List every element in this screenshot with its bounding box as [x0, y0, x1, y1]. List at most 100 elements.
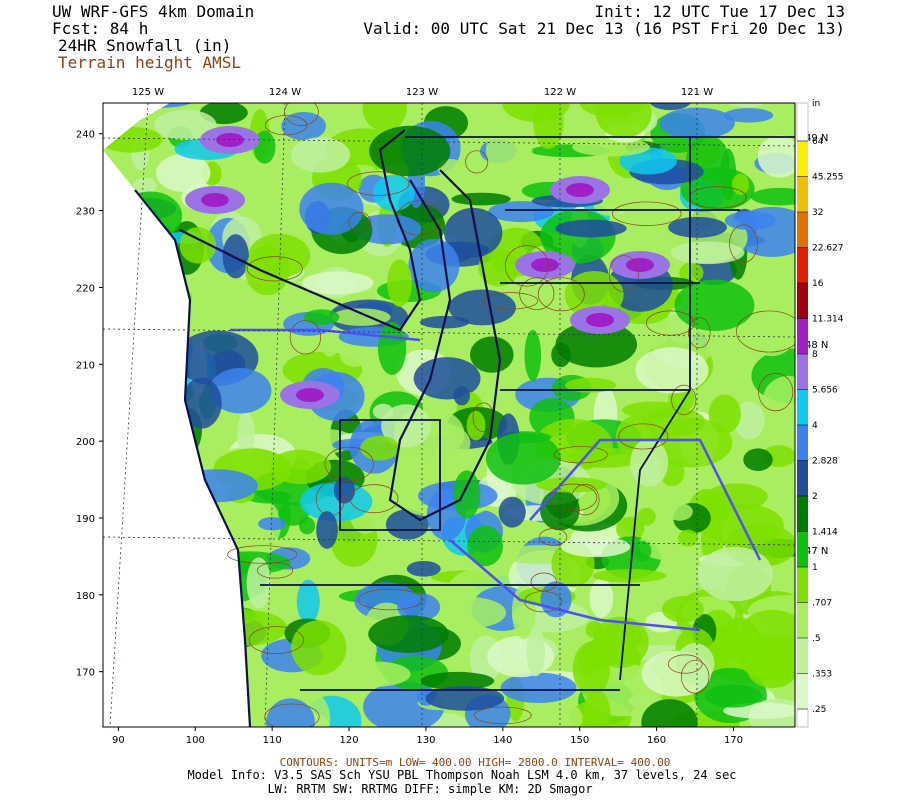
- snow-area: [551, 342, 571, 368]
- ocean: [103, 103, 170, 150]
- colorbar-bin: [797, 176, 808, 212]
- snow-area: [397, 592, 441, 622]
- terrain-contour: [284, 103, 319, 126]
- snow-area: [531, 258, 559, 272]
- terrain-contour: [736, 310, 795, 353]
- x-tick-label: 130: [416, 735, 435, 746]
- terrain-contour: [504, 245, 549, 287]
- terrain-contour: [618, 423, 669, 450]
- snow-area: [339, 342, 370, 367]
- forecast: Fcst: 84 h: [52, 19, 148, 38]
- snow-area: [316, 511, 338, 549]
- latitude-label: 47 N: [805, 546, 828, 557]
- terrain-contour: [348, 212, 372, 233]
- snow-area: [201, 193, 229, 207]
- snow-area: [466, 410, 486, 441]
- snow-area: [369, 125, 451, 177]
- snow-area: [565, 707, 583, 727]
- snow-area: [303, 309, 340, 325]
- colorbar-label: 32: [812, 208, 823, 218]
- terrain-contour: [248, 626, 304, 654]
- snow-area: [258, 517, 286, 531]
- model-info: Model Info: V3.5 SAS Sch YSU PBL Thompso…: [187, 768, 736, 782]
- terrain-contour: [530, 572, 557, 592]
- longitude-label: 124 W: [269, 87, 301, 98]
- snow-area: [377, 321, 407, 375]
- colorbar-bin: [797, 141, 808, 177]
- snow-area: [485, 432, 561, 485]
- terrain-contour: [608, 255, 639, 292]
- snow-area: [724, 211, 776, 231]
- snow-area: [708, 394, 741, 434]
- snow-area: [626, 258, 654, 272]
- colorbar-bin: [797, 567, 808, 603]
- snow-area: [572, 137, 650, 157]
- x-tick-label: 120: [339, 735, 358, 746]
- ocean: [103, 150, 250, 727]
- snow-area: [586, 313, 614, 327]
- snow-area: [736, 645, 795, 664]
- colorbar-bin: [797, 318, 808, 354]
- longitude-label: 125 W: [132, 87, 164, 98]
- longitude-label: 123 W: [406, 87, 438, 98]
- snow-area: [661, 596, 704, 623]
- snow-area: [595, 103, 652, 138]
- snow-area: [420, 671, 495, 691]
- snow-area: [649, 103, 692, 111]
- snow-area: [360, 435, 400, 461]
- snow-area: [296, 388, 324, 402]
- contours-info: CONTOURS: UNITS=m LOW= 400.00 HIGH= 2800…: [280, 756, 671, 769]
- colorbar-bin: [797, 673, 808, 709]
- terrain-contour: [473, 706, 532, 725]
- snow-area: [237, 410, 255, 457]
- latitude-line: [103, 328, 795, 338]
- state-border: [260, 136, 795, 691]
- snow-area: [428, 596, 507, 629]
- snow-area: [372, 174, 415, 212]
- snow-area: [616, 516, 645, 542]
- snow-area: [536, 477, 608, 493]
- terrain-contour: [483, 292, 539, 310]
- colorbar-bin: [797, 354, 808, 390]
- terrain-contour: [688, 317, 711, 349]
- snow-area: [343, 661, 411, 687]
- snow-area: [601, 620, 643, 652]
- title: UW WRF-GFS 4km Domain: [52, 2, 254, 21]
- snow-area: [704, 684, 762, 708]
- colorbar-bin: [797, 425, 808, 461]
- snow-area: [675, 643, 715, 684]
- colorbar-bin: [797, 531, 808, 567]
- map-field: [103, 103, 795, 727]
- snow-area: [705, 483, 768, 511]
- snow-area: [290, 137, 351, 173]
- colorbar-bin: [797, 602, 808, 638]
- snow-area: [635, 347, 709, 394]
- snow-area: [216, 133, 244, 147]
- colorbar-bin: [797, 460, 808, 496]
- colorbar-bin: [796, 708, 809, 728]
- snow-area: [500, 672, 577, 704]
- snow-area: [526, 626, 545, 677]
- colorbar-label: .25: [812, 705, 826, 715]
- terrain-contour: [671, 384, 697, 415]
- snow-area: [666, 502, 693, 521]
- terrain-contour: [519, 277, 555, 311]
- colorbar-label: 16: [812, 279, 824, 289]
- valid-time: Valid: 00 UTC Sat 21 Dec 13 (16 PST Fri …: [363, 19, 845, 38]
- longitude-label: 122 W: [544, 87, 576, 98]
- snow-area: [589, 578, 614, 618]
- snow-area: [750, 187, 795, 206]
- colorbar-label: 11.314: [812, 315, 844, 325]
- snow-area: [498, 496, 526, 528]
- snow-area: [630, 438, 669, 487]
- colorbar-bin: [797, 247, 808, 283]
- y-tick-label: 180: [76, 591, 95, 602]
- snow-area: [444, 207, 503, 258]
- snow-area: [425, 686, 505, 711]
- y-tick-label: 210: [76, 360, 95, 371]
- physics-info: LW: RRTM SW: RRTMG DIFF: simple KM: 2D S…: [267, 782, 592, 796]
- snow-area: [677, 529, 699, 547]
- snow-area: [637, 507, 656, 526]
- colorbar-bin: [797, 212, 808, 248]
- x-tick-label: 150: [570, 735, 589, 746]
